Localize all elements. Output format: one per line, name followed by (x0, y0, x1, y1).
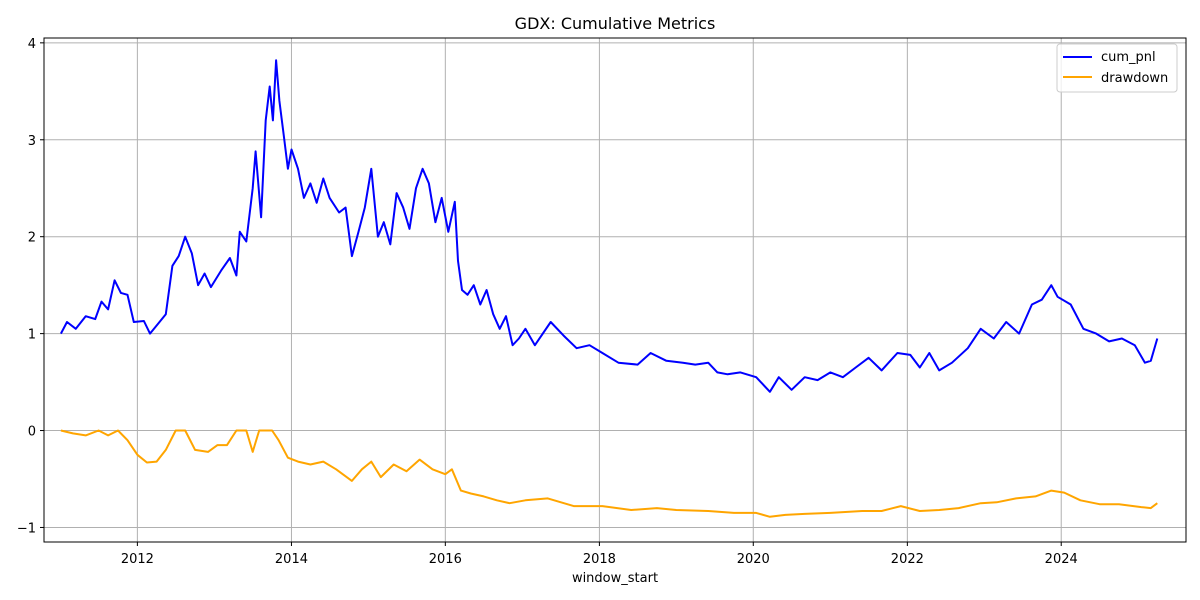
x-tick-label: 2014 (275, 552, 308, 567)
y-tick-label: 0 (28, 425, 36, 440)
y-tick-label: 1 (28, 328, 36, 343)
y-tick-label: 4 (28, 37, 36, 52)
x-tick-label: 2012 (121, 552, 154, 567)
legend: cum_pnl drawdown (1056, 43, 1178, 93)
tick-layer: 2012 2014 2016 2018 2020 2022 2024 −1 0 1 2 3 4 (17, 37, 1078, 567)
legend-label-drawdown: drawdown (1101, 71, 1168, 86)
x-axis-label: window_start (572, 571, 658, 586)
x-tick-label: 2024 (1045, 552, 1078, 567)
grid-layer (44, 38, 1186, 542)
y-tick-label: −1 (17, 521, 36, 536)
y-tick-label: 2 (28, 231, 36, 246)
series-line-drawdown (60, 429, 1158, 518)
series-layer (60, 59, 1159, 518)
x-tick-label: 2018 (583, 552, 616, 567)
x-tick-label: 2020 (737, 552, 770, 567)
legend-label-cum-pnl: cum_pnl (1101, 50, 1156, 65)
series-line-cum-pnl (60, 59, 1159, 393)
x-tick-label: 2016 (429, 552, 462, 567)
plot-frame (43, 37, 1187, 543)
chart-title: GDX: Cumulative Metrics (515, 14, 716, 33)
y-tick-label: 3 (28, 134, 36, 149)
x-tick-label: 2022 (891, 552, 924, 567)
